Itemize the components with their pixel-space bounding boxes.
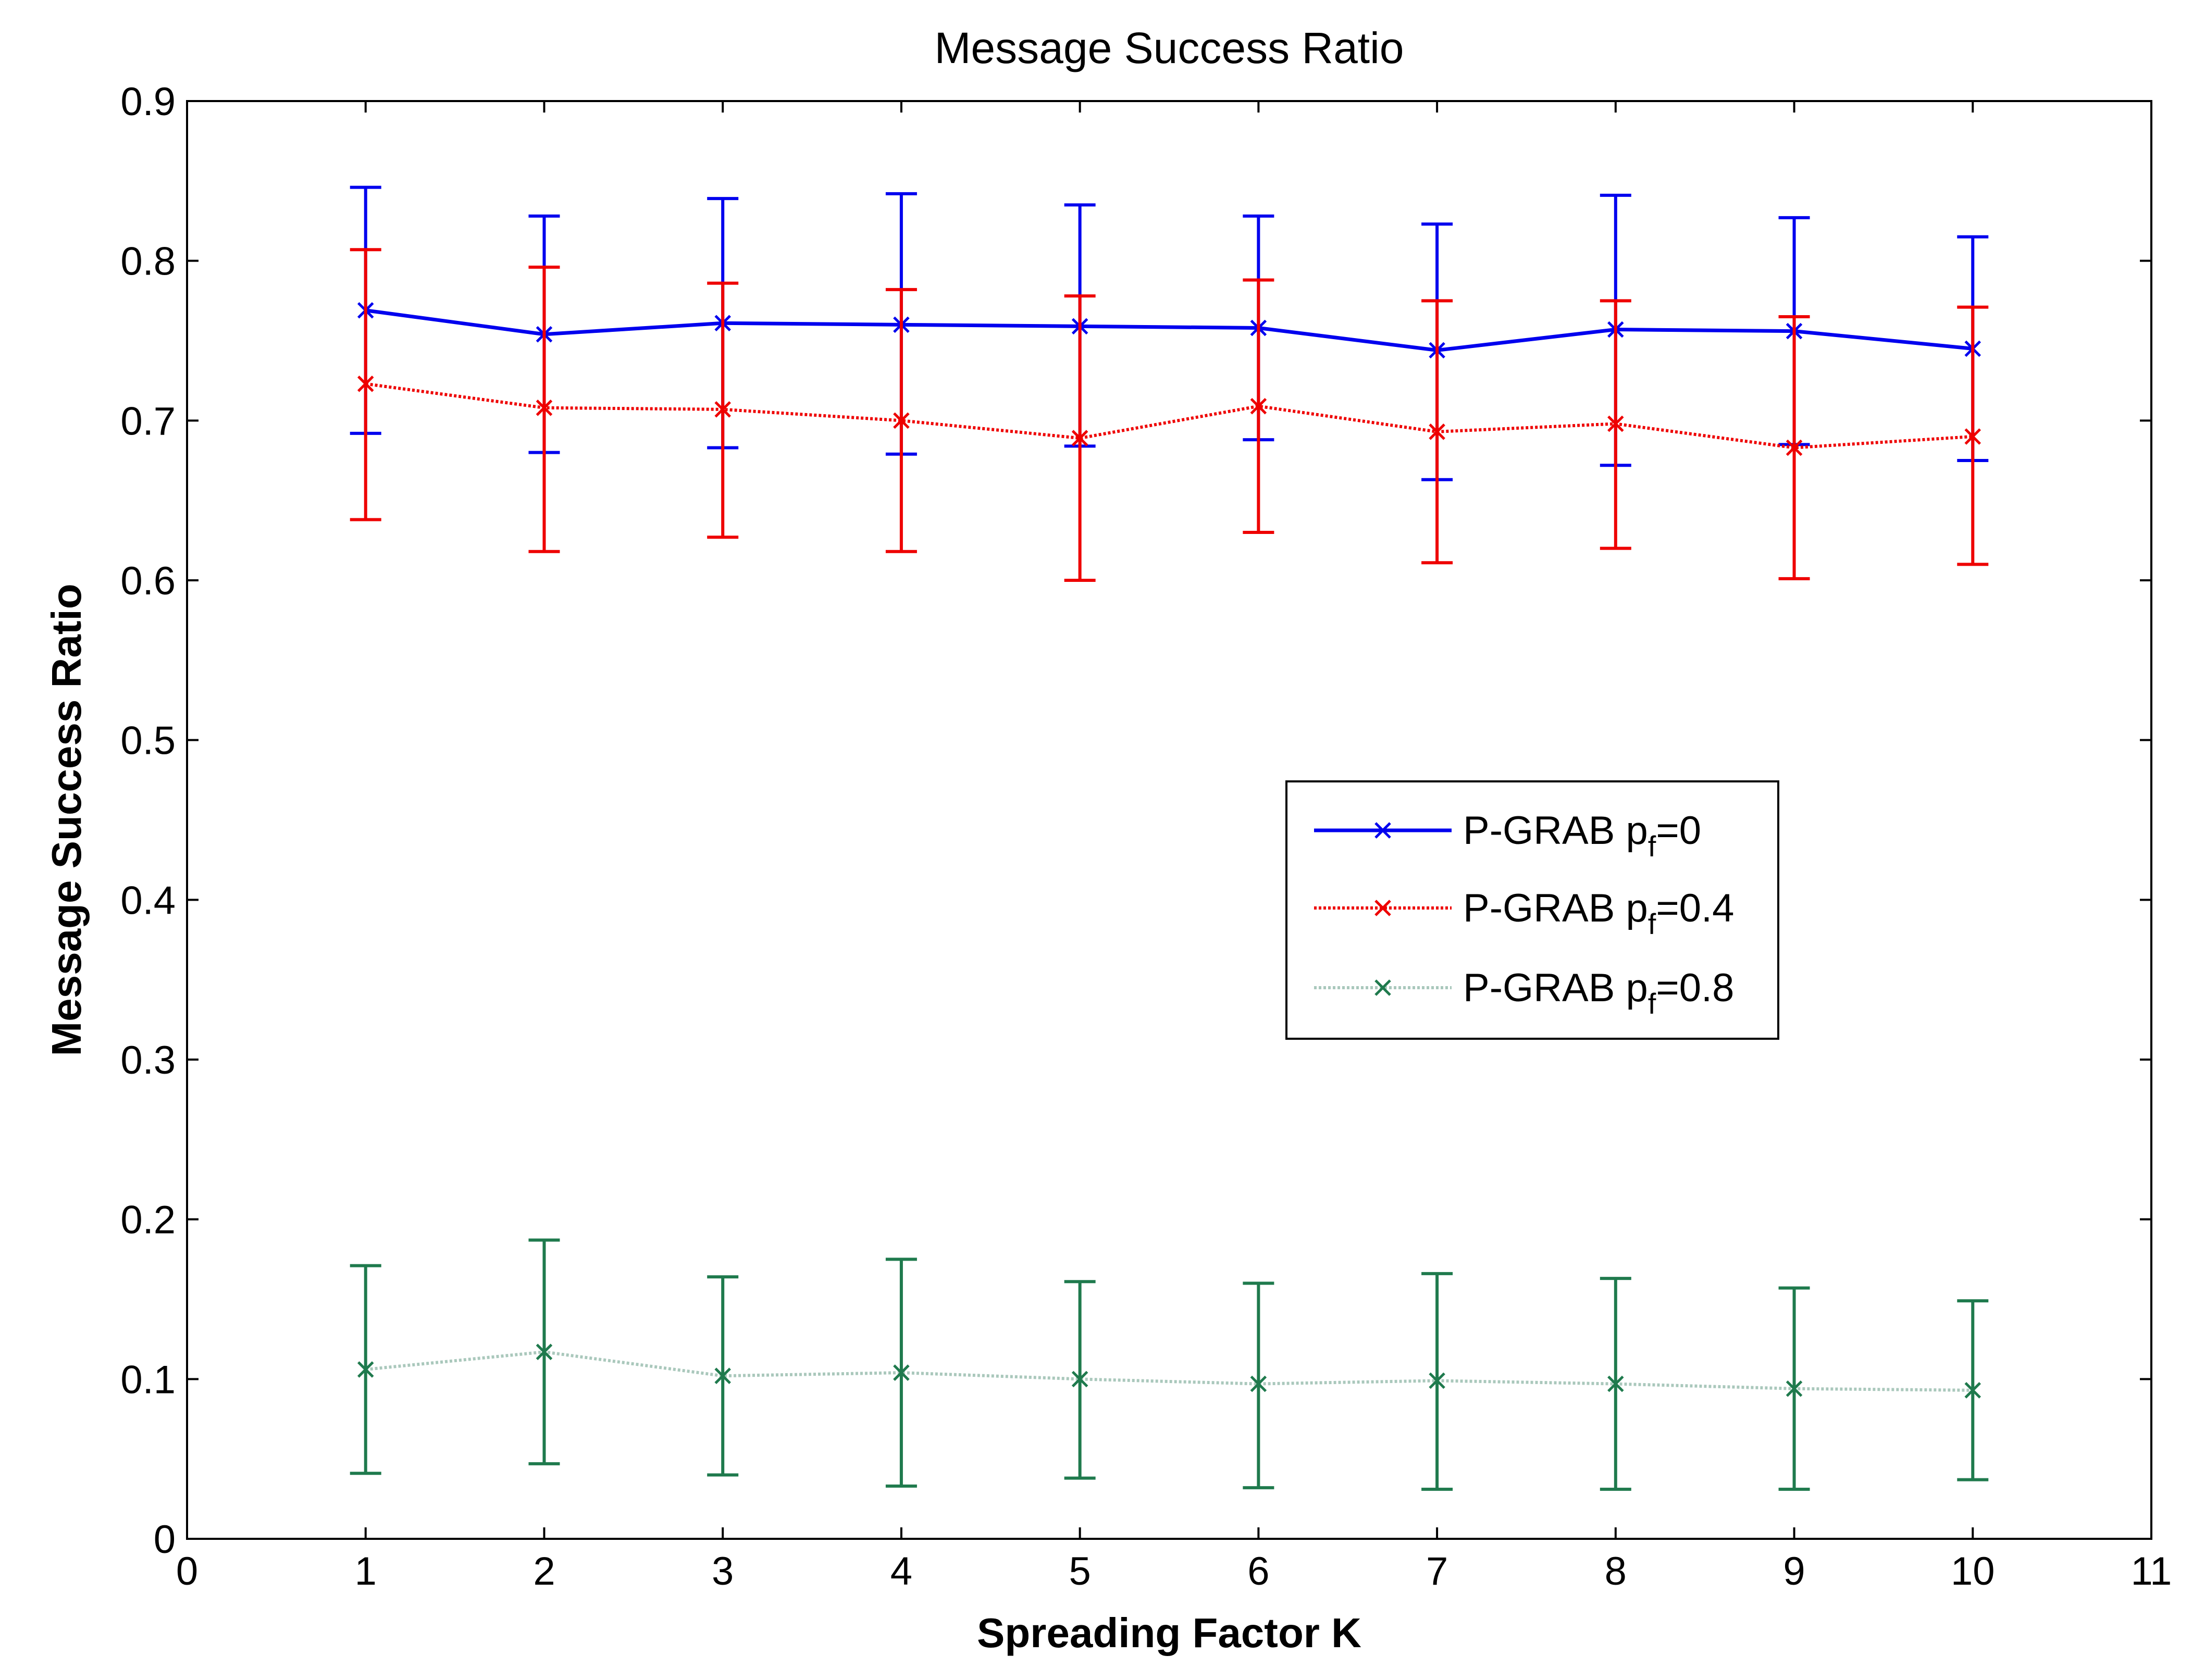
data-point bbox=[1071, 1371, 1088, 1388]
data-point bbox=[1964, 1382, 1981, 1399]
legend-label-1: P-GRAB pf=0.4 bbox=[1463, 886, 1734, 940]
data-point bbox=[1607, 415, 1624, 432]
y-tick-label: 0.9 bbox=[120, 80, 176, 124]
data-point bbox=[1250, 397, 1267, 415]
data-point bbox=[1607, 1375, 1624, 1392]
legend-marker-2 bbox=[1374, 979, 1391, 996]
data-point bbox=[1964, 428, 1981, 445]
x-tick-label: 11 bbox=[2131, 1549, 2172, 1594]
y-tick-label: 0.3 bbox=[120, 1038, 176, 1082]
y-tick-label: 0.6 bbox=[120, 559, 176, 603]
data-point bbox=[714, 1367, 731, 1384]
y-tick-label: 0.8 bbox=[120, 240, 176, 284]
y-tick-label: 0 bbox=[154, 1517, 176, 1562]
x-tick-label: 8 bbox=[1605, 1549, 1627, 1594]
x-tick-label: 0 bbox=[176, 1549, 198, 1594]
data-point bbox=[1429, 424, 1445, 440]
data-point bbox=[714, 401, 731, 418]
axis-ticks: 0 1 2 3 4 5 6 7 8 9 10 11 0 0.1 0.2 0.3 0.4 0.5 0.6 0.7 0.8 0… bbox=[120, 80, 2172, 1594]
data-point bbox=[357, 1361, 374, 1378]
series-2 bbox=[350, 1238, 1989, 1491]
series-line bbox=[365, 1350, 1973, 1392]
y-tick-label: 0.4 bbox=[120, 878, 176, 923]
x-tick-label: 2 bbox=[533, 1549, 555, 1594]
series-1 bbox=[350, 248, 1989, 582]
data-point bbox=[357, 376, 374, 392]
x-tick-label: 7 bbox=[1426, 1549, 1448, 1594]
x-tick-label: 4 bbox=[890, 1549, 912, 1594]
legend: P-GRAB pf=0 P-GRAB pf=0.4 P-GRAB pf=0.8 bbox=[1285, 780, 1779, 1040]
series-0 bbox=[350, 185, 1989, 481]
data-point bbox=[1071, 430, 1088, 446]
legend-marker-1 bbox=[1374, 900, 1391, 916]
x-tick-label: 3 bbox=[712, 1549, 734, 1594]
data-point bbox=[893, 1364, 910, 1381]
series-line bbox=[365, 382, 1973, 450]
data-point bbox=[1786, 439, 1803, 456]
x-tick-label: 5 bbox=[1069, 1549, 1091, 1594]
y-tick-label: 0.1 bbox=[120, 1358, 176, 1402]
chart-title: Message Success Ratio bbox=[934, 23, 1404, 72]
x-tick-label: 1 bbox=[355, 1549, 377, 1594]
y-tick-label: 0.7 bbox=[120, 399, 176, 443]
legend-box bbox=[1285, 780, 1779, 1040]
x-tick-label: 10 bbox=[1951, 1549, 1995, 1594]
y-tick-label: 0.5 bbox=[120, 719, 176, 763]
data-point bbox=[536, 400, 553, 416]
x-tick-label: 9 bbox=[1783, 1549, 1805, 1594]
plot-area bbox=[186, 100, 2152, 1540]
legend-label-2: P-GRAB pf=0.8 bbox=[1463, 966, 1734, 1020]
legend-marker-0 bbox=[1374, 822, 1391, 839]
y-axis-label: Message Success Ratio bbox=[43, 583, 90, 1056]
legend-label-0: P-GRAB pf=0 bbox=[1463, 808, 1701, 863]
data-point bbox=[1429, 1372, 1445, 1389]
data-point bbox=[1786, 1380, 1803, 1397]
y-tick-label: 0.2 bbox=[120, 1198, 176, 1242]
series-line bbox=[365, 308, 1973, 352]
series-group bbox=[350, 185, 1989, 1491]
data-point bbox=[1250, 1375, 1267, 1392]
x-tick-label: 6 bbox=[1247, 1549, 1269, 1594]
x-axis-label: Spreading Factor K bbox=[977, 1610, 1361, 1656]
data-point bbox=[536, 1343, 553, 1360]
data-point bbox=[893, 412, 910, 429]
